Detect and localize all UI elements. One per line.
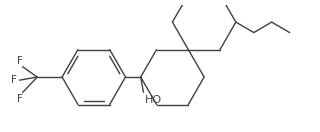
Text: HO: HO: [145, 95, 162, 105]
Text: F: F: [17, 94, 23, 104]
Text: F: F: [17, 56, 23, 66]
Text: F: F: [11, 75, 17, 85]
